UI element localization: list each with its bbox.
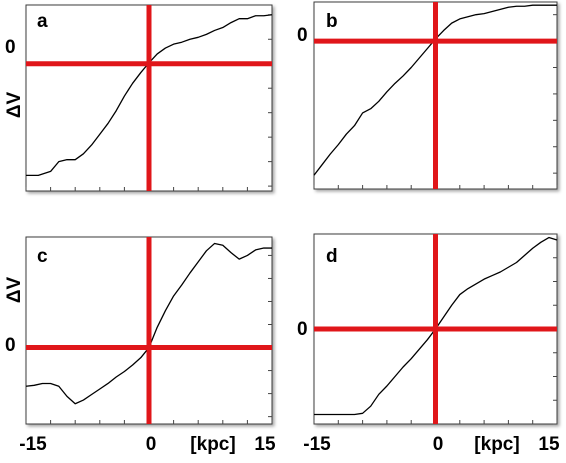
panel-b-letter: b	[326, 11, 338, 32]
panel-a: a	[25, 4, 273, 192]
x-tick-label-left-min: -15	[19, 434, 47, 455]
panel-c-zero-label: 0	[5, 335, 16, 356]
panel-a-series-line	[26, 14, 273, 176]
panel-a-letter: a	[37, 11, 48, 32]
y-axis-label-bottom: ΔV	[4, 277, 25, 304]
panel-d-curve-group	[314, 236, 558, 416]
x-tick-label-right-zero: 0	[433, 434, 444, 455]
x-axis-label-right: [kpc]	[474, 434, 519, 455]
x-tick-label-left-max: 15	[254, 434, 276, 455]
panel-a-zero-axes	[26, 5, 272, 191]
panel-c-letter: c	[37, 246, 48, 267]
x-tick-label-left-zero: 0	[146, 434, 157, 455]
panel-b: b	[313, 1, 558, 190]
panel-d-letter: d	[326, 246, 338, 267]
panel-c: c	[25, 236, 273, 425]
panel-d-series-line	[314, 236, 558, 416]
panel-a-zero-label: 0	[5, 37, 16, 58]
panel-d-ticks	[313, 233, 558, 425]
y-axis-label-top: ΔV	[4, 92, 25, 119]
panel-b-zero-axes	[314, 2, 557, 189]
panel-b-zero-label: 0	[297, 25, 308, 46]
panel-c-zero-axes	[26, 237, 272, 424]
x-tick-label-right-max: 15	[538, 434, 560, 455]
x-axis-label-left: [kpc]	[190, 434, 235, 455]
panel-c-ticks	[25, 254, 273, 424]
panel-d-zero-axes	[314, 234, 557, 424]
x-tick-label-right-min: -15	[303, 434, 331, 455]
panel-b-ticks	[313, 14, 558, 189]
panel-d-zero-label: 0	[297, 319, 308, 340]
panel-a-curve-group	[26, 14, 273, 176]
panel-d: d	[313, 233, 558, 425]
